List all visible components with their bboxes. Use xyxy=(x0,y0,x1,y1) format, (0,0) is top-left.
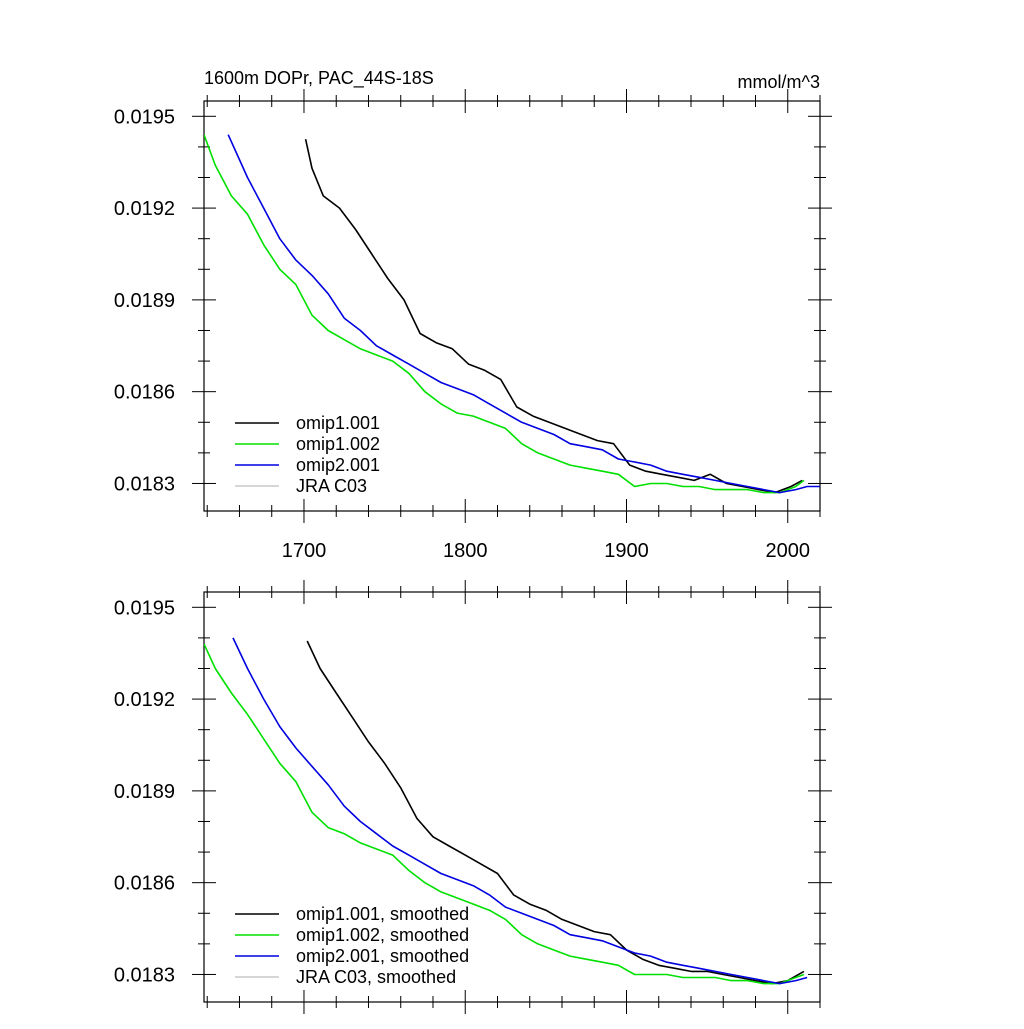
legend-label: omip1.001 xyxy=(296,413,380,433)
y-tick-label: 0.0192 xyxy=(114,198,175,220)
legend-label: JRA C03 xyxy=(296,476,367,496)
y-tick-label: 0.0192 xyxy=(114,689,175,711)
panel-top: 1700 1800 1900 2000 0.0183 0.0186 0.0189 0.0192… xyxy=(114,89,832,562)
y-tick-label: 0.0183 xyxy=(114,964,175,986)
chart-title: 1600m DOPr, PAC_44S-18S xyxy=(204,68,434,89)
x-tick-label: 1800 xyxy=(443,540,488,562)
legend-label: omip1.002, smoothed xyxy=(296,925,469,945)
chart-units: mmol/m^3 xyxy=(738,72,820,92)
legend-label: omip1.001, smoothed xyxy=(296,904,469,924)
series-line-2 xyxy=(232,637,808,985)
panel-bottom: 0.0183 0.0186 0.0189 0.0192 0.0195 omip1.001,… xyxy=(114,580,832,1014)
plot-frame xyxy=(203,100,821,512)
series-line-0 xyxy=(304,139,803,494)
legend-label: omip2.001 xyxy=(296,455,380,475)
legend-label: omip1.002 xyxy=(296,434,380,454)
y-tick-label: 0.0186 xyxy=(114,873,175,895)
x-tick-label: 1900 xyxy=(604,540,649,562)
x-tick-label: 2000 xyxy=(765,540,810,562)
y-tick-label: 0.0189 xyxy=(114,290,175,312)
series-line-1 xyxy=(204,134,805,494)
legend-label: omip2.001, smoothed xyxy=(296,946,469,966)
legend-label: JRA C03, smoothed xyxy=(296,967,456,987)
y-tick-label: 0.0195 xyxy=(114,597,175,619)
series-line-2 xyxy=(227,134,820,494)
x-tick-label: 1700 xyxy=(282,540,327,562)
y-tick-label: 0.0195 xyxy=(114,106,175,128)
y-tick-label: 0.0189 xyxy=(114,781,175,803)
y-tick-label: 0.0183 xyxy=(114,473,175,495)
series-line-0 xyxy=(306,640,805,985)
series-line-1 xyxy=(204,643,805,985)
y-tick-label: 0.0186 xyxy=(114,382,175,404)
plot-frame xyxy=(203,591,821,1003)
